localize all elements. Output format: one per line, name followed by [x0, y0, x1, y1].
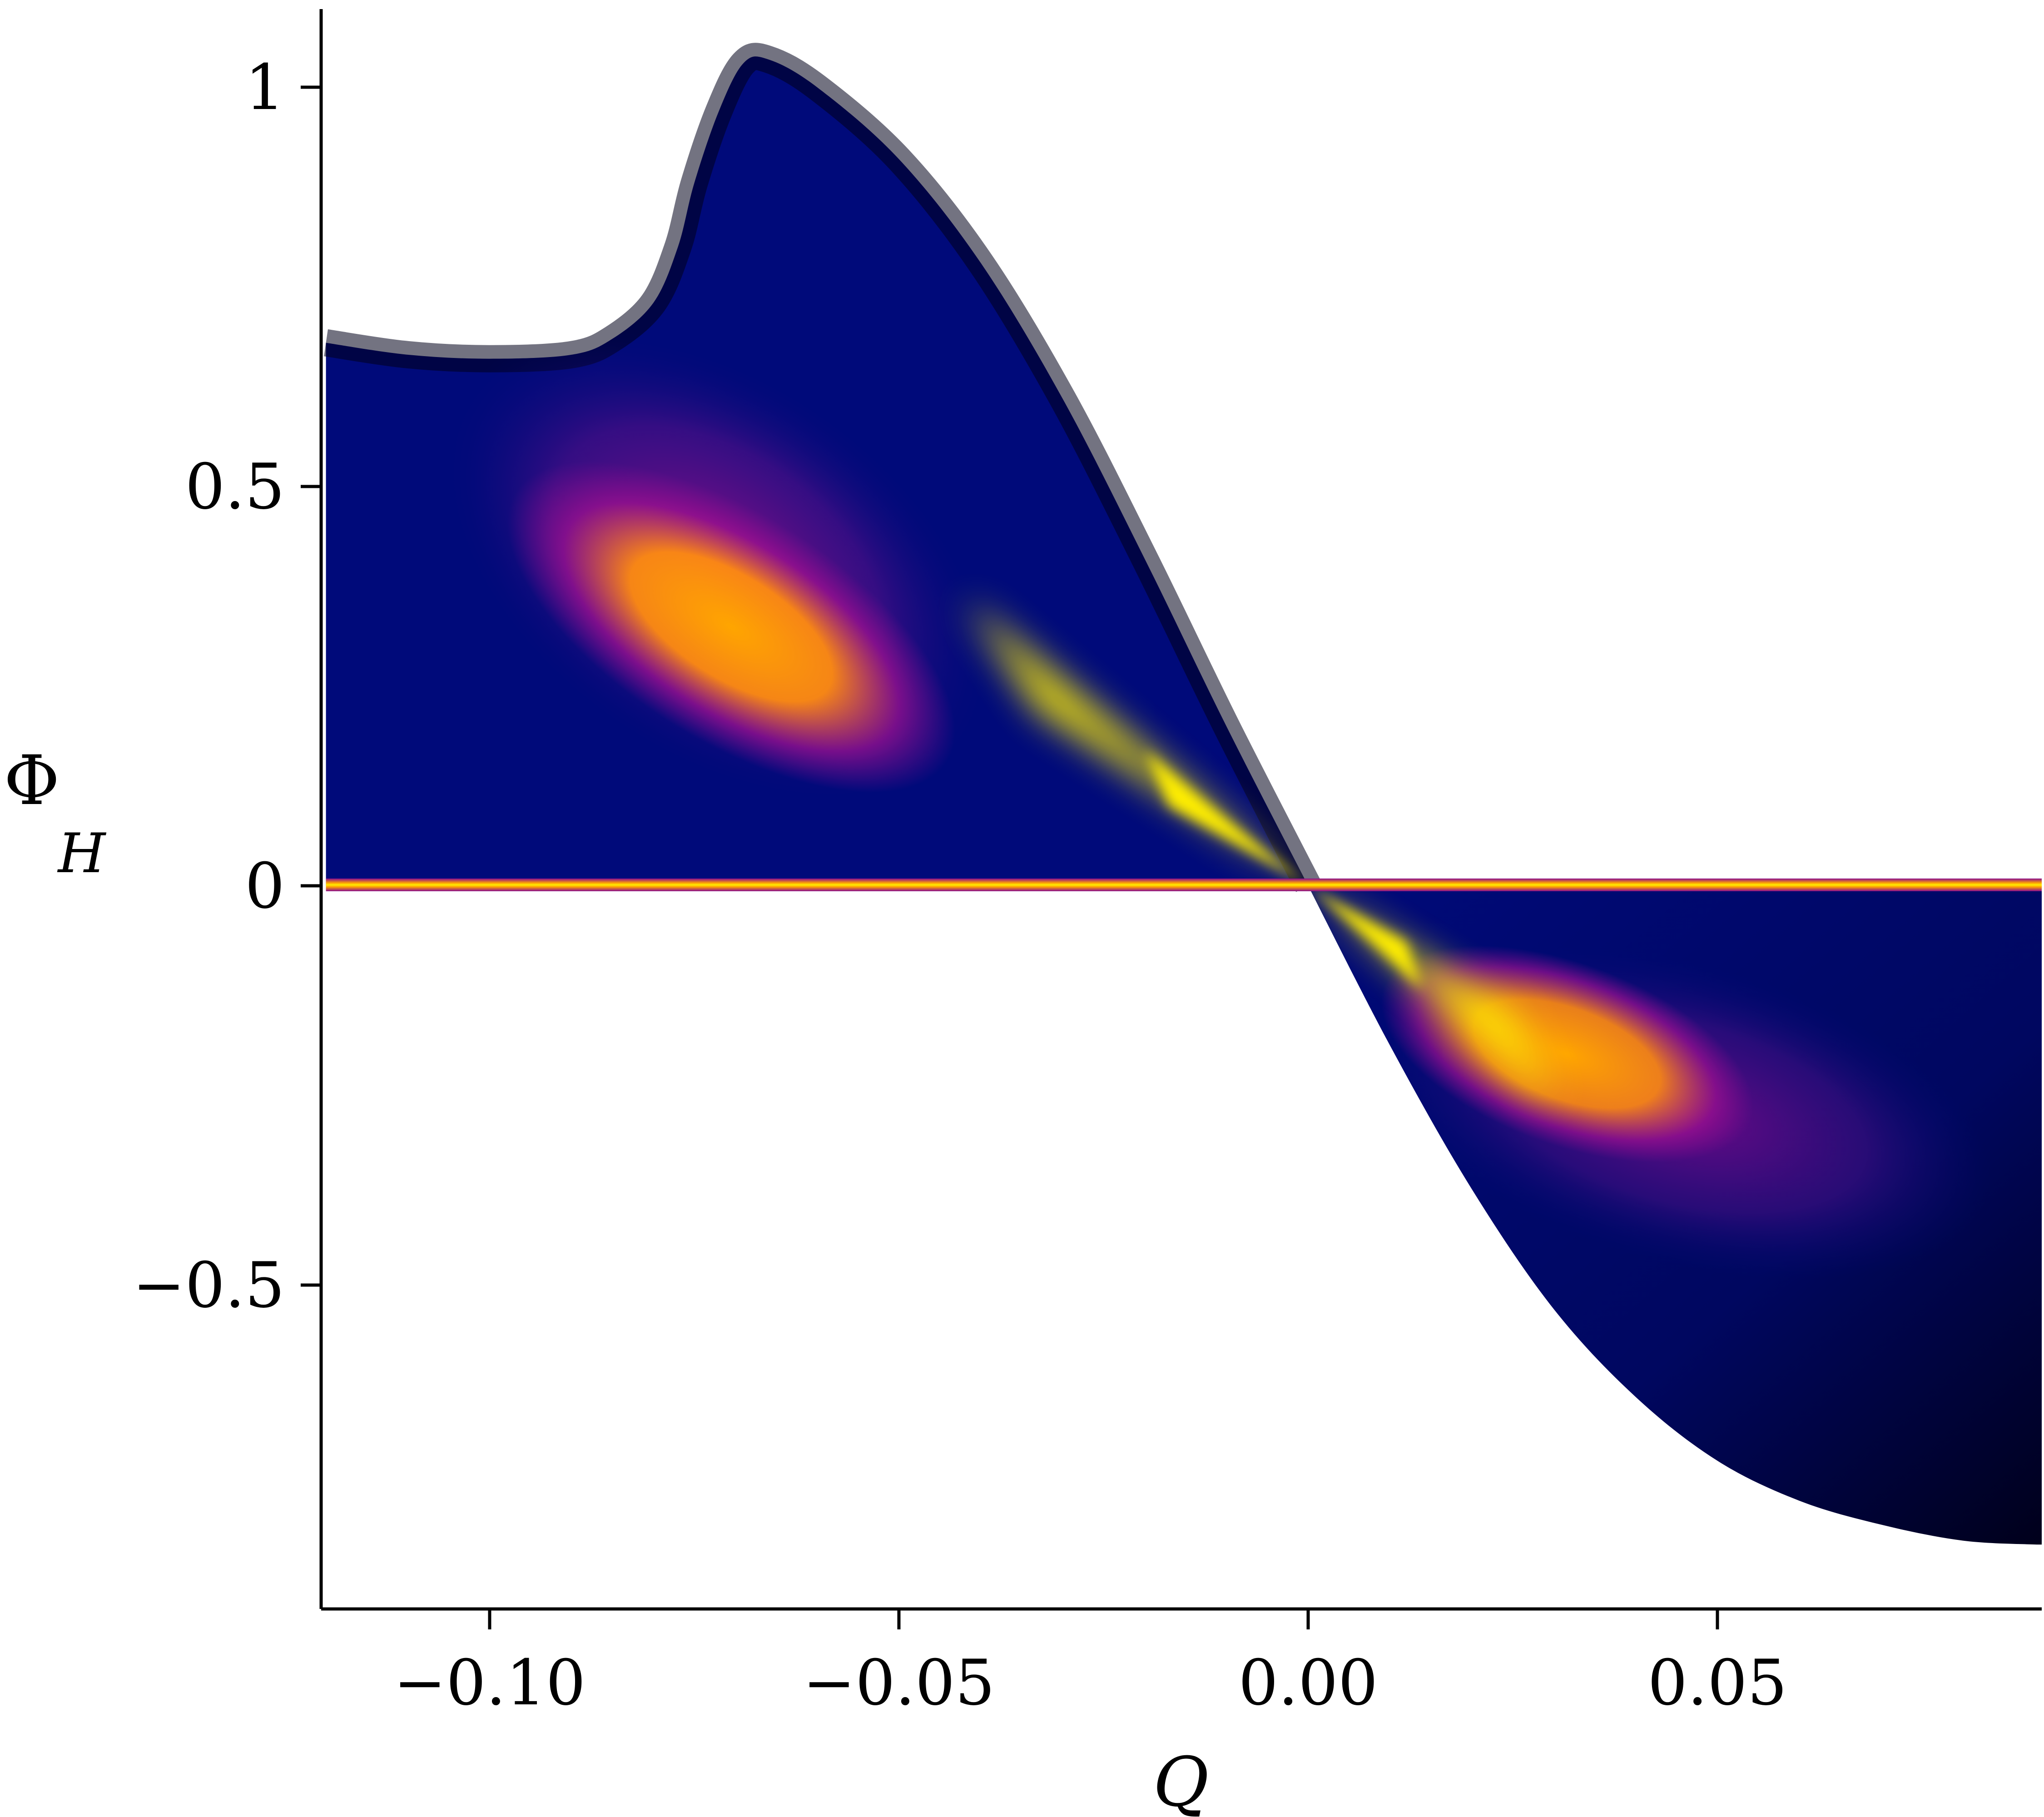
y-ticks: −0.5 0 0.5 1 [133, 51, 321, 1322]
lower-peak-wedge [1308, 886, 1554, 1102]
axes: −0.10 −0.05 0.00 0.05 −0.5 0 0.5 1 Q Φ H [4, 9, 2042, 1817]
y-tick-label: 0.5 [185, 450, 285, 523]
upper-peak-wedge [964, 598, 1308, 886]
x-tick-label: −0.10 [394, 1646, 586, 1719]
x-tick-label: −0.05 [803, 1646, 995, 1719]
y-axis-title: Φ [4, 741, 60, 820]
intensity-hotspots [326, 56, 2042, 1545]
upper-peak-tip [1144, 750, 1308, 886]
lower-hotspot-group [1308, 886, 2042, 1545]
x-tick-label: 0.05 [1647, 1646, 1787, 1719]
plot-area [324, 43, 2042, 1545]
y-axis-title-subscript: H [57, 822, 107, 885]
zero-line-band [326, 879, 2042, 891]
lower-hot-core [1308, 886, 2042, 1545]
lower-peak-tip [1308, 886, 1423, 990]
x-axis-title: Q [1153, 1743, 1209, 1817]
y-tick-label: −0.5 [133, 1249, 285, 1322]
y-tick-label: 0 [245, 849, 285, 923]
y-tick-label: 1 [245, 51, 285, 124]
x-tick-label: 0.00 [1238, 1646, 1378, 1719]
x-ticks: −0.10 −0.05 0.00 0.05 [394, 1609, 1787, 1719]
